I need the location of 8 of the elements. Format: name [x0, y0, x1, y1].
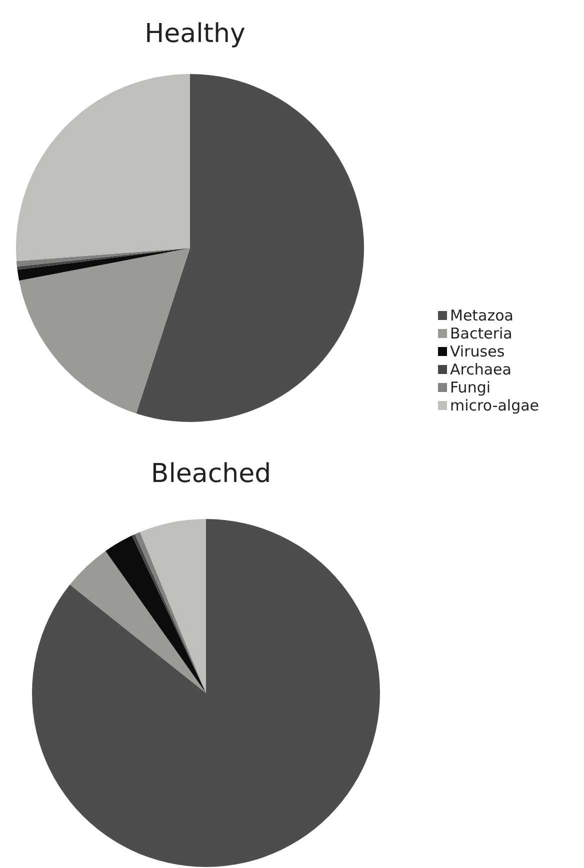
legend-label: micro-algae — [450, 396, 540, 414]
legend-label: Bacteria — [450, 324, 512, 342]
legend-label: Archaea — [450, 360, 512, 378]
legend-label: Metazoa — [450, 306, 514, 324]
slice-label: Bleached — [150, 459, 272, 489]
slice-label: Healthy — [144, 19, 246, 49]
legend-label: Viruses — [450, 342, 505, 360]
legend-label: Fungi — [450, 378, 491, 396]
